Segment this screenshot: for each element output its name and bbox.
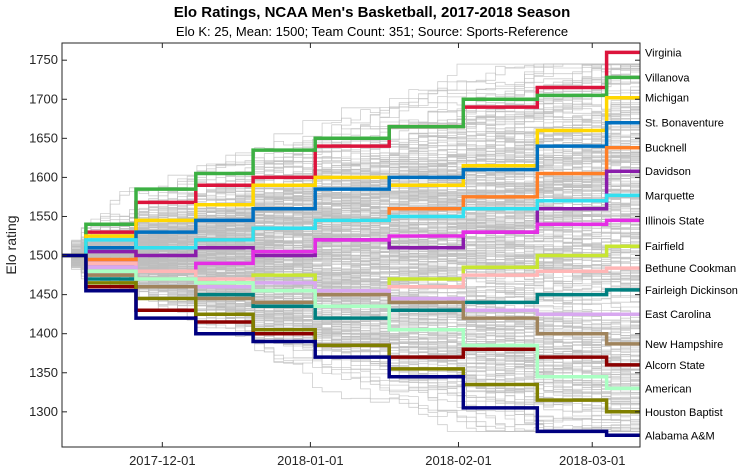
series-label: Fairfield <box>645 241 684 253</box>
series-label: Fairleigh Dickinson <box>645 285 738 297</box>
background-series-line <box>62 255 641 396</box>
series-label: Villanova <box>645 72 690 84</box>
chart-subtitle: Elo K: 25, Mean: 1500; Team Count: 351; … <box>176 24 568 39</box>
y-tick-label: 1350 <box>29 365 58 380</box>
background-series-line <box>62 255 640 330</box>
x-tick-label: 2017-12-01 <box>129 453 196 468</box>
background-series-line <box>62 109 640 268</box>
plot-frame <box>61 42 641 448</box>
background-series-line <box>62 196 641 256</box>
series-label: Houston Baptist <box>645 407 723 419</box>
y-axis-label: Elo rating <box>3 215 19 274</box>
x-tick-label: 2018-01-01 <box>277 453 344 468</box>
series-label: Bethune Cookman <box>645 263 736 275</box>
background-series-line <box>62 212 641 262</box>
series-label: Davidson <box>645 166 691 178</box>
y-tick-label: 1750 <box>29 52 58 67</box>
x-tick-label: 2018-03-01 <box>559 453 626 468</box>
background-series-line <box>62 218 640 268</box>
series-label: Alabama A&M <box>645 430 715 442</box>
background-series-line <box>62 255 641 411</box>
series-line-1 <box>62 75 640 258</box>
background-series-line <box>62 129 640 257</box>
series-label: Bucknell <box>645 143 687 155</box>
chart-title: Elo Ratings, NCAA Men's Basketball, 2017… <box>174 4 571 21</box>
background-series-line <box>62 255 641 430</box>
series-label: New Hampshire <box>645 339 723 351</box>
y-tick-label: 1400 <box>29 326 58 341</box>
series-label: Virginia <box>645 47 682 59</box>
series-label: Illinois State <box>645 215 704 227</box>
background-series-line <box>62 167 640 262</box>
series-labels: Virginia Villanova Michigan St. Bonaventure… <box>645 47 738 442</box>
background-series-line <box>62 63 641 256</box>
series-label: American <box>645 383 691 395</box>
series-label: Marquette <box>645 190 695 202</box>
y-tick-label: 1550 <box>29 208 58 223</box>
y-tick-label: 1600 <box>29 169 58 184</box>
background-series-line <box>62 63 640 256</box>
series-line-14 <box>62 253 640 391</box>
series-line-6 <box>62 193 640 258</box>
x-tick-label: 2018-02-01 <box>425 453 492 468</box>
series-label: St. Bonaventure <box>645 118 724 130</box>
series-label: Michigan <box>645 93 689 105</box>
y-axis: 1300 1350 1400 1450 1500 1550 1600 1650 1700 1750 <box>29 52 640 419</box>
series-label: Alcorn State <box>645 360 705 372</box>
background-series-line <box>62 255 640 364</box>
y-tick-label: 1300 <box>29 404 58 419</box>
background-series-line <box>62 64 641 256</box>
series-line-16 <box>62 253 640 438</box>
series-label: East Carolina <box>645 309 712 321</box>
background-series-line <box>62 254 641 349</box>
y-tick-label: 1450 <box>29 287 58 302</box>
background-series-line <box>62 223 640 256</box>
x-axis: 2017-12-01 2018-01-01 2018-02-01 2018-03-01 <box>129 43 625 468</box>
y-tick-label: 1700 <box>29 91 58 106</box>
y-tick-label: 1650 <box>29 130 58 145</box>
highlighted-series-group <box>62 50 640 438</box>
y-tick-label: 1500 <box>29 248 58 263</box>
background-series-line <box>62 240 641 280</box>
